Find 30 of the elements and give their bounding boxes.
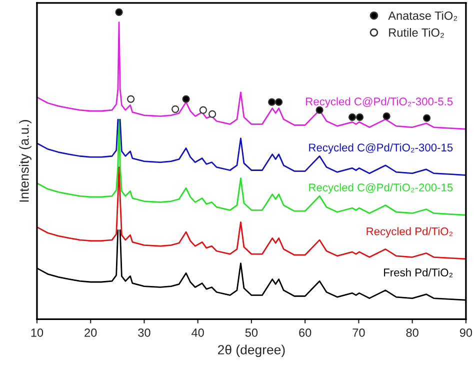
y-axis-title: Intensity (a.u.) — [19, 120, 32, 202]
series-label: Recycled C@Pd/TiO₂-300-5.5 — [306, 97, 453, 108]
series-label: Recycled C@Pd/TiO₂-300-15 — [309, 143, 453, 154]
point — [182, 95, 190, 103]
legend-label: Anatase TiO₂ — [388, 11, 458, 21]
point — [422, 114, 431, 122]
x-axis-title: 2θ (degree) — [218, 344, 285, 358]
point — [348, 113, 356, 121]
series-label: Recycled C@Pd/TiO₂-200-15 — [309, 183, 453, 194]
point — [268, 98, 276, 106]
point — [172, 105, 180, 113]
x-tick-label: 20 — [84, 328, 97, 337]
point — [208, 110, 216, 118]
point — [199, 106, 208, 114]
point — [382, 112, 390, 120]
point — [274, 98, 283, 106]
point — [115, 8, 123, 16]
legend-label: Rutile TiO₂ — [389, 28, 444, 38]
x-tick-label: 60 — [299, 328, 312, 337]
x-tick-label: 30 — [138, 328, 150, 337]
x-tick-label: 80 — [406, 328, 418, 337]
point — [126, 95, 135, 103]
x-tick-label: 40 — [192, 328, 204, 337]
x-tick-label: 70 — [352, 328, 365, 337]
x-tick-label: 90 — [460, 328, 472, 337]
x-tick-label: 50 — [245, 328, 258, 337]
x-tick-label: 10 — [31, 328, 44, 337]
series-label: Recycled Pd/TiO₂ — [366, 227, 453, 238]
point — [356, 113, 364, 121]
series-label: Fresh Pd/TiO₂ — [384, 268, 453, 278]
